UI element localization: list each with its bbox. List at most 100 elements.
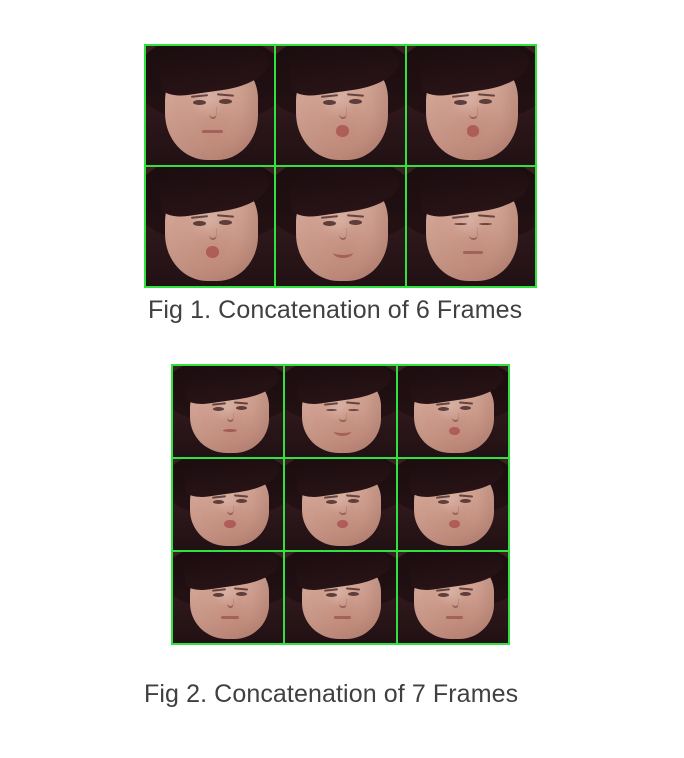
figure-2-frame-1	[173, 366, 284, 457]
right-eyebrow	[233, 587, 249, 592]
left-eye	[325, 500, 337, 505]
right-eye	[460, 592, 472, 597]
left-eye	[192, 99, 206, 105]
figure-1-frame-5	[276, 167, 405, 286]
mouth-shape	[333, 427, 352, 436]
figure-2-frame-5	[285, 459, 396, 550]
mouth-shape	[332, 246, 353, 258]
right-eyebrow	[233, 401, 249, 406]
left-eyebrow	[324, 495, 339, 499]
figure-1-frame-3	[406, 46, 535, 165]
right-eyebrow	[458, 587, 474, 592]
nose-shape	[226, 598, 235, 609]
right-eye	[235, 406, 247, 411]
left-eyebrow	[324, 402, 339, 406]
figure-2-frame-grid	[171, 364, 510, 645]
mouth-shape	[336, 519, 348, 529]
right-eyebrow	[477, 92, 495, 97]
mouth-shape	[222, 429, 238, 433]
right-eye	[235, 499, 247, 504]
right-eyebrow	[477, 213, 495, 218]
left-eyebrow	[324, 588, 339, 592]
left-eye	[192, 220, 206, 226]
nose-shape	[451, 505, 459, 516]
right-eye	[347, 499, 360, 504]
left-eyebrow	[211, 588, 227, 592]
right-eyebrow	[458, 401, 474, 406]
mouth-shape	[224, 519, 236, 529]
mouth-shape	[449, 426, 461, 436]
nose-shape	[339, 412, 347, 423]
right-eyebrow	[346, 494, 361, 499]
nose-shape	[338, 107, 348, 120]
right-eye	[347, 408, 360, 411]
figure-2-frame-6	[397, 459, 508, 550]
right-eyebrow	[346, 587, 361, 592]
left-eye	[438, 593, 450, 598]
left-eye	[438, 407, 450, 412]
left-eyebrow	[191, 214, 208, 219]
left-eye	[325, 593, 337, 598]
mouth-shape	[202, 129, 223, 133]
mouth-shape	[449, 519, 461, 529]
mouth-shape	[462, 250, 484, 254]
left-eye	[213, 407, 225, 412]
right-eye	[347, 592, 360, 597]
mouth-shape	[333, 615, 352, 619]
mouth-shape	[205, 246, 219, 258]
figure-1-frame-2	[276, 46, 405, 165]
figure-2-caption: Fig 2. Concatenation of 7 Frames	[144, 680, 519, 708]
nose-shape	[451, 412, 459, 423]
left-eyebrow	[321, 93, 339, 98]
nose-shape	[226, 505, 235, 516]
right-eye	[218, 98, 232, 104]
figure-1-frame-6	[406, 167, 535, 286]
figure-2-frame-8	[285, 552, 396, 643]
right-eye	[460, 406, 472, 411]
nose-shape	[226, 412, 235, 423]
left-eyebrow	[436, 588, 451, 592]
mouth-shape	[336, 125, 350, 137]
mouth-shape	[466, 125, 480, 137]
nose-shape	[339, 598, 347, 609]
right-eye	[218, 219, 232, 225]
right-eye	[349, 98, 363, 104]
right-eye	[479, 98, 493, 104]
left-eye	[213, 593, 225, 598]
figure-2-frame-7	[173, 552, 284, 643]
left-eyebrow	[211, 402, 227, 406]
left-eyebrow	[451, 214, 469, 219]
figure-1-caption: Fig 1. Concatenation of 6 Frames	[148, 296, 523, 324]
left-eyebrow	[321, 214, 339, 219]
left-eye	[323, 220, 337, 226]
figure-1-frame-4	[146, 167, 275, 286]
right-eye	[235, 592, 247, 597]
right-eye	[460, 499, 472, 504]
left-eyebrow	[211, 495, 227, 499]
figure-2-frame-4	[173, 459, 284, 550]
right-eyebrow	[347, 92, 364, 97]
right-eyebrow	[216, 213, 234, 218]
right-eye	[349, 219, 363, 225]
nose-shape	[208, 228, 218, 241]
figure-2-frame-2	[285, 366, 396, 457]
right-eyebrow	[233, 494, 249, 499]
figure-1-frame-1	[146, 46, 275, 165]
nose-shape	[208, 107, 218, 120]
left-eye	[453, 222, 467, 225]
right-eyebrow	[458, 494, 474, 499]
figure-2-frame-9	[397, 552, 508, 643]
nose-shape	[451, 598, 459, 609]
nose-shape	[338, 228, 348, 241]
right-eyebrow	[216, 92, 234, 97]
right-eyebrow	[346, 401, 361, 406]
left-eye	[323, 99, 337, 105]
mouth-shape	[445, 615, 464, 619]
nose-shape	[469, 107, 478, 120]
figure-1-frame-grid	[144, 44, 537, 288]
left-eyebrow	[191, 93, 208, 98]
figure-2-frame-3	[397, 366, 508, 457]
left-eye	[213, 500, 225, 505]
nose-shape	[469, 228, 478, 241]
left-eyebrow	[436, 495, 451, 499]
